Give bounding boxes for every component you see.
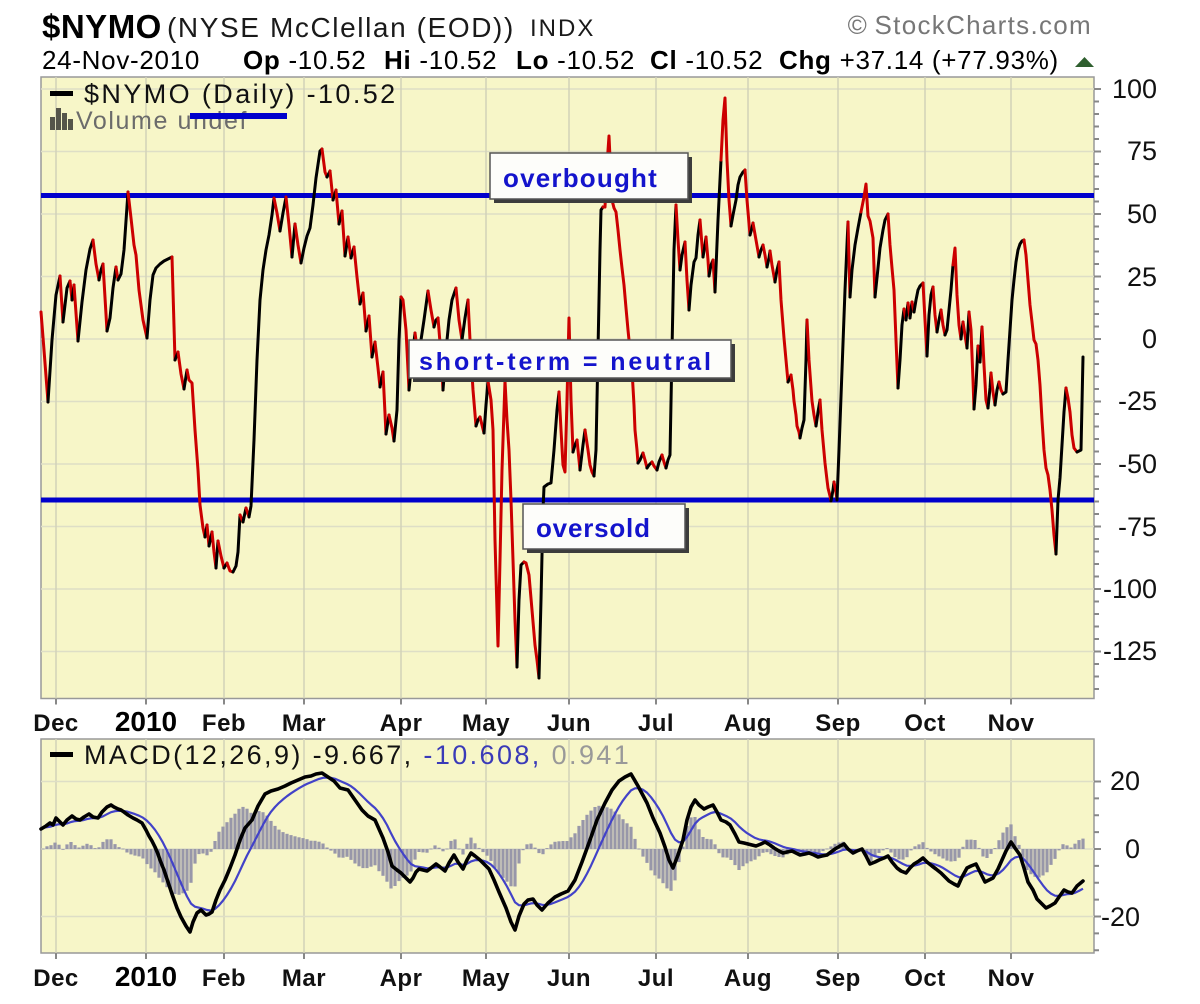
svg-text:overbought: overbought [503, 163, 658, 193]
svg-text:May: May [462, 710, 510, 737]
svg-text:(NYSE McClellan (EOD)): (NYSE McClellan (EOD)) [167, 12, 515, 43]
svg-text:Mar: Mar [282, 710, 326, 737]
svg-text:100: 100 [1112, 74, 1157, 104]
svg-text:2010: 2010 [115, 706, 177, 737]
svg-text:0: 0 [1142, 324, 1157, 354]
svg-text:75: 75 [1127, 136, 1157, 166]
svg-text:Jul: Jul [638, 710, 674, 737]
svg-text:$NYMO: $NYMO [42, 8, 162, 45]
svg-text:-50: -50 [1118, 449, 1157, 479]
svg-text:Apr: Apr [380, 965, 423, 992]
svg-text:Mar: Mar [282, 965, 326, 992]
svg-text:MACD(12,26,9) -9.667, -10.608,: MACD(12,26,9) -9.667, -10.608, 0.941 [84, 740, 631, 770]
svg-text:Volume undef: Volume undef [76, 107, 248, 135]
svg-text:© StockCharts.com: © StockCharts.com [848, 10, 1092, 40]
svg-text:Nov: Nov [988, 710, 1035, 737]
svg-text:Oct: Oct [904, 710, 946, 737]
svg-text:-125: -125 [1103, 636, 1157, 666]
svg-text:Nov: Nov [988, 965, 1035, 992]
svg-text:short-term = neutral: short-term = neutral [419, 348, 714, 376]
svg-text:INDX: INDX [530, 15, 595, 42]
svg-text:50: 50 [1127, 199, 1157, 229]
svg-text:-75: -75 [1118, 512, 1157, 542]
svg-text:Jul: Jul [638, 965, 674, 992]
svg-text:2010: 2010 [115, 961, 177, 992]
svg-text:$NYMO (Daily) -10.52: $NYMO (Daily) -10.52 [84, 79, 398, 109]
svg-text:oversold: oversold [536, 513, 651, 543]
svg-text:Jun: Jun [547, 965, 591, 992]
svg-text:May: May [462, 965, 510, 992]
svg-text:Aug: Aug [724, 965, 772, 992]
svg-text:Sep: Sep [815, 965, 861, 992]
svg-text:Apr: Apr [380, 710, 423, 737]
svg-text:20: 20 [1110, 766, 1140, 796]
svg-text:0: 0 [1125, 834, 1140, 864]
svg-text:Oct: Oct [904, 965, 946, 992]
svg-text:25: 25 [1127, 262, 1157, 292]
svg-text:-100: -100 [1103, 574, 1157, 604]
svg-text:Feb: Feb [202, 965, 246, 992]
svg-text:Feb: Feb [202, 710, 246, 737]
svg-text:Dec: Dec [33, 710, 79, 737]
svg-text:Dec: Dec [33, 965, 79, 992]
svg-text:-25: -25 [1118, 386, 1157, 416]
svg-text:-20: -20 [1101, 902, 1140, 932]
svg-text:Jun: Jun [547, 710, 591, 737]
svg-text:Sep: Sep [815, 710, 861, 737]
svg-text:Aug: Aug [724, 710, 772, 737]
